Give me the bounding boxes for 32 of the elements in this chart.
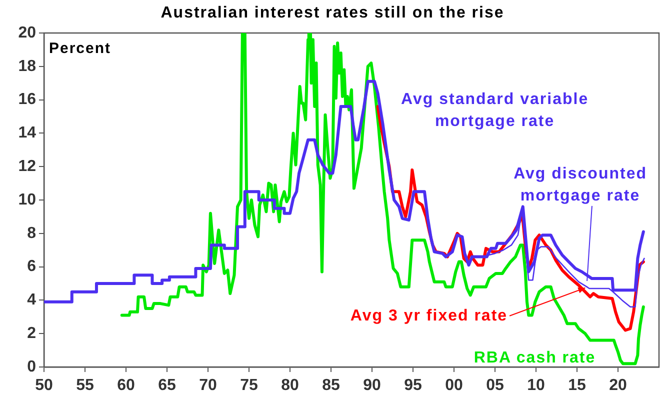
x-tick-label: 75: [240, 377, 258, 394]
x-tick-label: 60: [117, 377, 135, 394]
y-tick-label: 18: [18, 58, 36, 75]
y-tick-label: 2: [27, 325, 36, 342]
x-tick-label: 90: [363, 377, 381, 394]
series-label: Avg discounted mortgage rate: [514, 165, 647, 204]
x-tick-label: 10: [527, 377, 545, 394]
series-label: RBA cash rate: [474, 349, 596, 366]
x-tick-label: 85: [322, 377, 340, 394]
y-tick-label: 16: [18, 91, 36, 108]
text: Avg 3 yr fixed rate: [350, 307, 508, 324]
y-tick-label: 8: [27, 224, 36, 242]
y-tick-label: 4: [27, 292, 36, 309]
y-tick-label: 14: [18, 124, 36, 142]
x-tick-label: 95: [404, 377, 422, 394]
x-tick-label: 55: [76, 377, 94, 394]
y-tick-label: 20: [18, 24, 36, 42]
x-tick-label: 50: [35, 377, 53, 394]
x-tick-label: 70: [199, 377, 217, 394]
x-tick-label: 05: [486, 377, 504, 394]
y-axis-title: Percent: [49, 40, 112, 58]
series-label: Avg standard variable mortgage rate: [401, 91, 589, 130]
x-tick-label: 15: [568, 377, 586, 394]
y-tick-label: 12: [18, 158, 36, 176]
chart-title: Australian interest rates still on the rise: [160, 4, 504, 22]
y-tick-label: 10: [18, 191, 36, 208]
y-tick-label: 0: [27, 358, 36, 376]
y-tick-label: 6: [27, 258, 36, 276]
x-tick-label: 00: [445, 377, 463, 394]
x-tick-label: 65: [158, 377, 176, 394]
x-tick-label: 20: [609, 377, 627, 394]
x-tick-label: 80: [281, 377, 299, 394]
